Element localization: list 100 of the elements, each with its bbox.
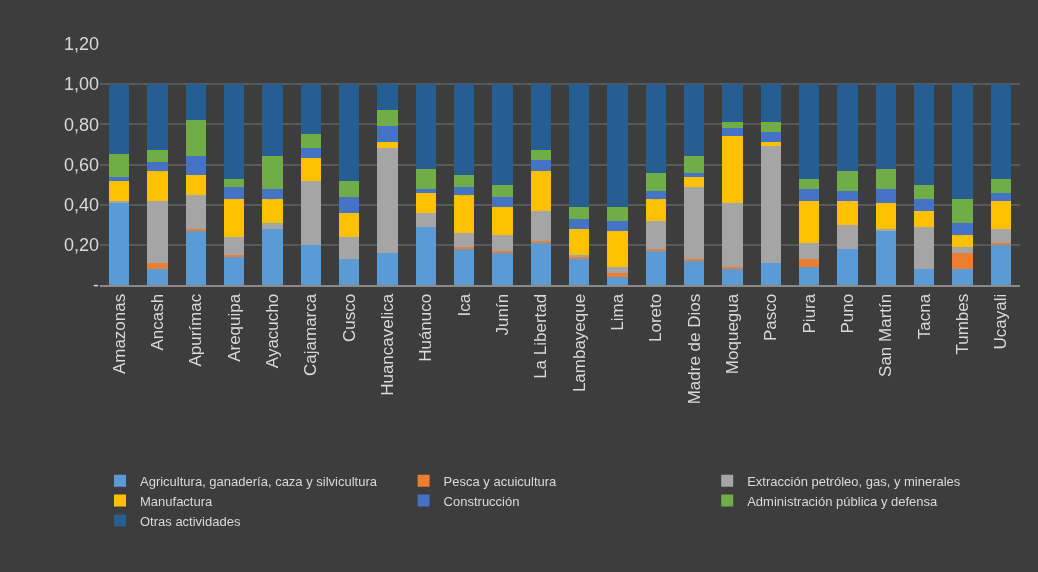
x-tick-label: Moquegua <box>723 293 743 375</box>
x-tick-label: Ayacucho <box>263 293 283 369</box>
bar <box>952 246 973 253</box>
bar <box>300 84 321 135</box>
bar <box>415 192 436 213</box>
bar <box>147 162 168 171</box>
bar <box>185 120 206 157</box>
bar <box>530 240 551 243</box>
bar <box>185 228 206 231</box>
bar <box>300 180 321 245</box>
bar <box>454 232 475 247</box>
bar <box>645 220 666 249</box>
x-tick-label: Cusco <box>339 293 359 342</box>
x-tick-label: Ancash <box>148 293 168 351</box>
bar <box>377 84 398 111</box>
y-tick-label: 0,60 <box>63 154 99 175</box>
bar <box>645 190 666 199</box>
bar <box>415 188 436 193</box>
bar <box>837 248 858 285</box>
bar <box>109 200 130 203</box>
bar <box>530 160 551 171</box>
x-tick-label: Pasco <box>761 293 781 342</box>
bar <box>875 168 896 189</box>
bar <box>684 258 705 261</box>
bar <box>224 198 245 237</box>
bar <box>377 252 398 285</box>
y-tick-label: - <box>93 275 99 296</box>
bar <box>109 202 130 285</box>
bar <box>415 212 436 227</box>
bar <box>530 210 551 241</box>
y-tick-label: 1,20 <box>63 34 99 55</box>
bar <box>875 230 896 285</box>
bar <box>799 84 820 179</box>
bar <box>837 190 858 201</box>
bar <box>684 172 705 177</box>
bar <box>185 84 206 121</box>
bar <box>530 242 551 285</box>
bar <box>147 268 168 285</box>
bar <box>262 228 283 285</box>
bar <box>224 178 245 187</box>
bar <box>492 184 513 197</box>
bar <box>607 220 628 231</box>
bar <box>722 128 743 137</box>
bar <box>262 188 283 199</box>
bar <box>990 228 1011 243</box>
x-tick-label: Tacna <box>914 293 934 340</box>
bar <box>952 222 973 235</box>
bar <box>415 84 436 169</box>
bar <box>185 194 206 229</box>
bar <box>224 84 245 179</box>
bar <box>530 150 551 161</box>
y-tick-label: 0,20 <box>63 235 99 256</box>
bar <box>799 258 820 267</box>
bar <box>569 218 590 229</box>
bar <box>185 174 206 195</box>
x-tick-label: Piura <box>799 293 819 334</box>
bar <box>722 266 743 269</box>
x-tick-label: Cajamarca <box>301 293 321 376</box>
bar <box>952 84 973 199</box>
bar <box>952 198 973 223</box>
bar <box>914 210 935 227</box>
bar <box>760 122 781 133</box>
bar <box>569 206 590 219</box>
bar <box>684 156 705 173</box>
bar <box>645 172 666 191</box>
bar <box>684 84 705 157</box>
bar <box>799 178 820 189</box>
x-tick-label: Ucayali <box>991 293 1011 350</box>
bar <box>262 222 283 229</box>
bar <box>760 142 781 147</box>
bar <box>990 192 1011 201</box>
bar <box>799 242 820 259</box>
bar <box>109 84 130 155</box>
bar <box>454 174 475 187</box>
bar <box>875 202 896 229</box>
bar <box>914 184 935 199</box>
bar <box>147 150 168 163</box>
bar <box>339 212 360 237</box>
bar <box>454 186 475 195</box>
x-tick-label: Madre de Dios <box>684 293 704 405</box>
bar <box>339 258 360 285</box>
bar <box>607 276 628 285</box>
bar <box>147 170 168 201</box>
bar <box>607 206 628 221</box>
bar <box>837 170 858 191</box>
x-tick-label: Loreto <box>646 293 666 342</box>
bar <box>530 84 551 151</box>
bar <box>109 154 130 177</box>
bar <box>799 188 820 201</box>
bar <box>684 176 705 187</box>
bar <box>339 196 360 213</box>
bar <box>147 262 168 269</box>
bar <box>262 198 283 223</box>
bar <box>109 176 130 181</box>
x-tick-label: Arequipa <box>224 293 244 362</box>
bar <box>147 84 168 151</box>
bar <box>952 234 973 247</box>
bar <box>377 142 398 149</box>
bar <box>875 84 896 169</box>
bar <box>990 84 1011 179</box>
